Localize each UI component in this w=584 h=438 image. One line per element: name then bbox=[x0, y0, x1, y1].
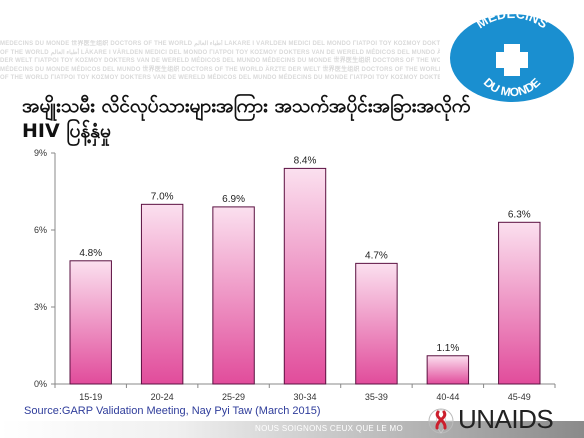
bar bbox=[140, 203, 184, 385]
y-tick-label: 0% bbox=[34, 379, 47, 389]
watermark-line: OF THE WORLD أطباء العالم LÄKARE I VÄRLD… bbox=[0, 49, 440, 56]
bar bbox=[283, 167, 327, 385]
chart-bars bbox=[69, 167, 541, 385]
data-label: 4.8% bbox=[79, 248, 102, 259]
logo-cross-h bbox=[496, 52, 528, 68]
x-tick-label: 40-44 bbox=[436, 392, 459, 402]
x-tick-label: 20-24 bbox=[151, 392, 174, 402]
bar bbox=[212, 206, 255, 385]
bar bbox=[498, 221, 541, 385]
red-ribbon bbox=[435, 410, 447, 430]
bar-chart: 0% 3% 6% 9% 4.8% 15-19 7.0% 20-24 6.9% 25-29 8.4%… bbox=[34, 148, 556, 402]
footer-slogan: NOUS SOIGNONS CEUX QUE LE MO bbox=[255, 424, 403, 433]
title-line-1: အမျိုးသမီး လိင်လုပ်သားများအကြား အသက်အပို… bbox=[22, 95, 471, 117]
bar bbox=[69, 260, 112, 385]
data-label: 6.9% bbox=[222, 194, 245, 205]
bar bbox=[426, 355, 470, 385]
unaids-ribbon-icon bbox=[428, 408, 454, 434]
x-tick-label: 15-19 bbox=[79, 392, 102, 402]
unaids-logo-text: UNAIDS bbox=[458, 404, 554, 434]
x-tick-label: 30-34 bbox=[293, 392, 316, 402]
watermark-text: MÉDECINS DU MONDE 世界医生组织 DOCTORS OF THE … bbox=[0, 40, 440, 88]
medecins-du-monde-logo: MÉDECINS DU MONDE bbox=[450, 12, 574, 102]
x-tick-label: 35-39 bbox=[365, 392, 388, 402]
watermark-line: MÉDECINS DU MONDE MÉDICOS DEL MUNDO 世界医生… bbox=[0, 66, 440, 73]
y-tick-label: 9% bbox=[34, 148, 47, 158]
y-tick-label: 3% bbox=[34, 302, 47, 312]
title-line-2: HIV ပြန့်နှံမှု bbox=[22, 120, 111, 142]
slide-title: အမျိုးသမီး လိင်လုပ်သားများအကြား အသက်အပို… bbox=[22, 94, 582, 144]
data-label: 7.0% bbox=[151, 191, 174, 202]
data-label: 4.7% bbox=[365, 250, 388, 261]
x-tick-label: 45-49 bbox=[508, 392, 531, 402]
data-label: 6.3% bbox=[508, 209, 531, 220]
bar bbox=[355, 262, 398, 385]
source-note: Source:GARP Validation Meeting, Nay Pyi … bbox=[24, 405, 321, 417]
y-tick-label: 6% bbox=[34, 225, 47, 235]
watermark-line: DER WELT ΓΙΑΤΡΟΙ ΤΟΥ ΚΟΣΜΟΥ DOKTERS VAN … bbox=[0, 58, 440, 65]
watermark-line: OF THE WORLD ΓΙΑΤΡΟΙ ΤΟΥ ΚΟΣΜΟΥ DOKTERS … bbox=[0, 75, 440, 82]
chart-labels: 4.8% 15-19 7.0% 20-24 6.9% 25-29 8.4% 30-34 4.7%… bbox=[79, 155, 531, 402]
x-tick-label: 25-29 bbox=[222, 392, 245, 402]
data-label: 1.1% bbox=[436, 343, 459, 354]
watermark-line: MÉDECINS DU MONDE 世界医生组织 DOCTORS OF THE … bbox=[0, 41, 440, 47]
data-label: 8.4% bbox=[294, 155, 317, 166]
